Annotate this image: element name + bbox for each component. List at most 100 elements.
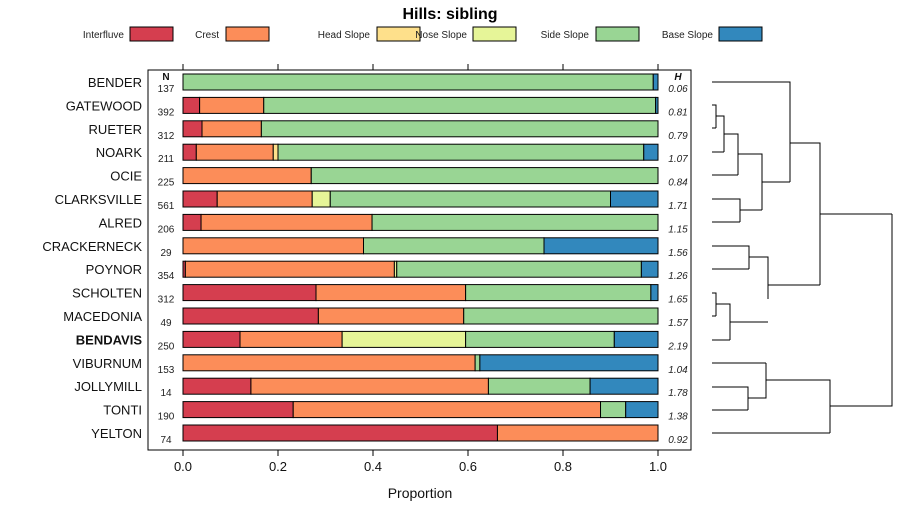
bar-segment xyxy=(396,260,642,278)
x-tick-label: 1.0 xyxy=(649,459,667,474)
row-n-value: 561 xyxy=(158,201,175,212)
row-label: BENDER xyxy=(88,75,142,90)
bar-segment xyxy=(341,330,467,348)
row-labels: BENDER GATEWOOD RUETER NOARK OCIE CLARKSVILLE… xyxy=(42,75,142,441)
bar-segment xyxy=(239,330,343,348)
bar-segment xyxy=(465,330,615,348)
x-tick-label: 0.6 xyxy=(459,459,477,474)
bar-segment xyxy=(250,377,489,395)
row-label: CRACKERNECK xyxy=(42,239,142,254)
dendrogram-link xyxy=(738,153,763,210)
bar-segment xyxy=(182,401,294,419)
chart-title: Hills: sibling xyxy=(402,6,497,23)
bar-segment xyxy=(317,307,465,325)
dendrogram-link xyxy=(712,245,750,269)
legend-swatch xyxy=(718,26,763,42)
bar-segment xyxy=(650,284,659,302)
bar-segment xyxy=(216,190,313,208)
row-label: ALRED xyxy=(99,215,142,230)
row-n-value: 225 xyxy=(158,178,175,189)
bar-segment xyxy=(182,120,203,138)
bar-segment xyxy=(182,73,654,91)
bar-segment xyxy=(625,401,659,419)
row-h-value: 2.19 xyxy=(667,341,688,352)
row-h-value: 0.92 xyxy=(668,435,688,446)
dendrogram-link xyxy=(766,379,831,433)
x-axis-label: Proportion xyxy=(388,485,453,501)
bar-segment xyxy=(182,190,218,208)
row-h-value: 0.84 xyxy=(668,178,688,189)
row-h-value: 0.79 xyxy=(668,131,688,142)
row-label: VIBURNUM xyxy=(73,356,142,371)
bar-segment xyxy=(292,401,602,419)
legend-swatch xyxy=(472,26,517,42)
bar-segment xyxy=(182,307,319,325)
bar-segment xyxy=(496,424,659,442)
row-n-value: 29 xyxy=(160,248,172,259)
bar-segment xyxy=(182,143,197,161)
row-h-value: 0.06 xyxy=(668,84,688,95)
bar-segment xyxy=(277,143,645,161)
bar-segment xyxy=(371,213,659,231)
bar-segment xyxy=(182,377,252,395)
dendrogram-link xyxy=(712,104,717,128)
bar-segment xyxy=(465,284,652,302)
bar-segment xyxy=(613,330,659,348)
row-label: YELTON xyxy=(91,426,142,441)
dendrogram-link xyxy=(712,292,717,316)
row-h-value: 1.04 xyxy=(668,365,688,376)
bar-segment xyxy=(315,284,467,302)
bar-segment xyxy=(543,237,659,255)
dendrogram-link xyxy=(712,386,749,410)
row-n-value: 211 xyxy=(158,154,174,165)
bar-segment xyxy=(652,73,659,91)
bar-segment xyxy=(182,424,498,442)
row-label: RUETER xyxy=(89,122,142,137)
bar-segment xyxy=(182,167,312,185)
bar-segment xyxy=(329,190,611,208)
dendrogram-link xyxy=(790,142,821,285)
bar-segment xyxy=(479,354,659,372)
x-axis: 0.0 0.2 0.4 0.6 0.8 1.0 xyxy=(174,64,667,474)
bar-segment xyxy=(487,377,591,395)
legend-swatch xyxy=(595,26,640,42)
row-h-value: 1.38 xyxy=(668,412,688,423)
bar-segment xyxy=(182,96,201,114)
bar-segment xyxy=(182,284,317,302)
row-label: POYNOR xyxy=(86,262,142,277)
legend-swatch xyxy=(129,26,174,42)
bar-segment xyxy=(182,213,202,231)
row-h-value: 1.15 xyxy=(668,224,688,235)
legend: Interfluve Crest Head Slope Nose Slope Side … xyxy=(83,26,763,42)
n-header: N xyxy=(162,72,169,83)
bar-segment xyxy=(600,401,627,419)
row-n-value: 250 xyxy=(158,341,175,352)
dendrogram-link xyxy=(716,303,731,340)
legend-swatch xyxy=(225,26,270,42)
row-n-value: 14 xyxy=(160,388,172,399)
x-tick-label: 0.4 xyxy=(364,459,382,474)
row-label: GATEWOOD xyxy=(66,98,142,113)
bar-segment xyxy=(655,96,659,114)
row-n-value: 49 xyxy=(160,318,172,329)
bar-segment xyxy=(589,377,659,395)
bar-segment xyxy=(463,307,659,325)
row-label: SCHOLTEN xyxy=(72,286,142,301)
bars xyxy=(182,73,659,442)
row-label: BENDAVIS xyxy=(76,332,143,347)
bar-segment xyxy=(263,96,657,114)
dendrogram-link xyxy=(716,115,725,152)
row-h-value: 1.65 xyxy=(668,295,688,306)
bar-segment xyxy=(182,330,241,348)
row-label: JOLLYMILL xyxy=(74,379,142,394)
row-n-value: 354 xyxy=(158,271,175,282)
bar-segment xyxy=(474,354,481,372)
legend-label: Side Slope xyxy=(541,30,590,41)
row-h-value: 1.78 xyxy=(668,388,688,399)
row-n-value: 153 xyxy=(158,365,175,376)
bar-segment xyxy=(272,143,279,161)
row-h-value: 0.81 xyxy=(668,107,687,118)
bar-segment xyxy=(201,120,262,138)
dendrogram-link xyxy=(749,256,769,299)
